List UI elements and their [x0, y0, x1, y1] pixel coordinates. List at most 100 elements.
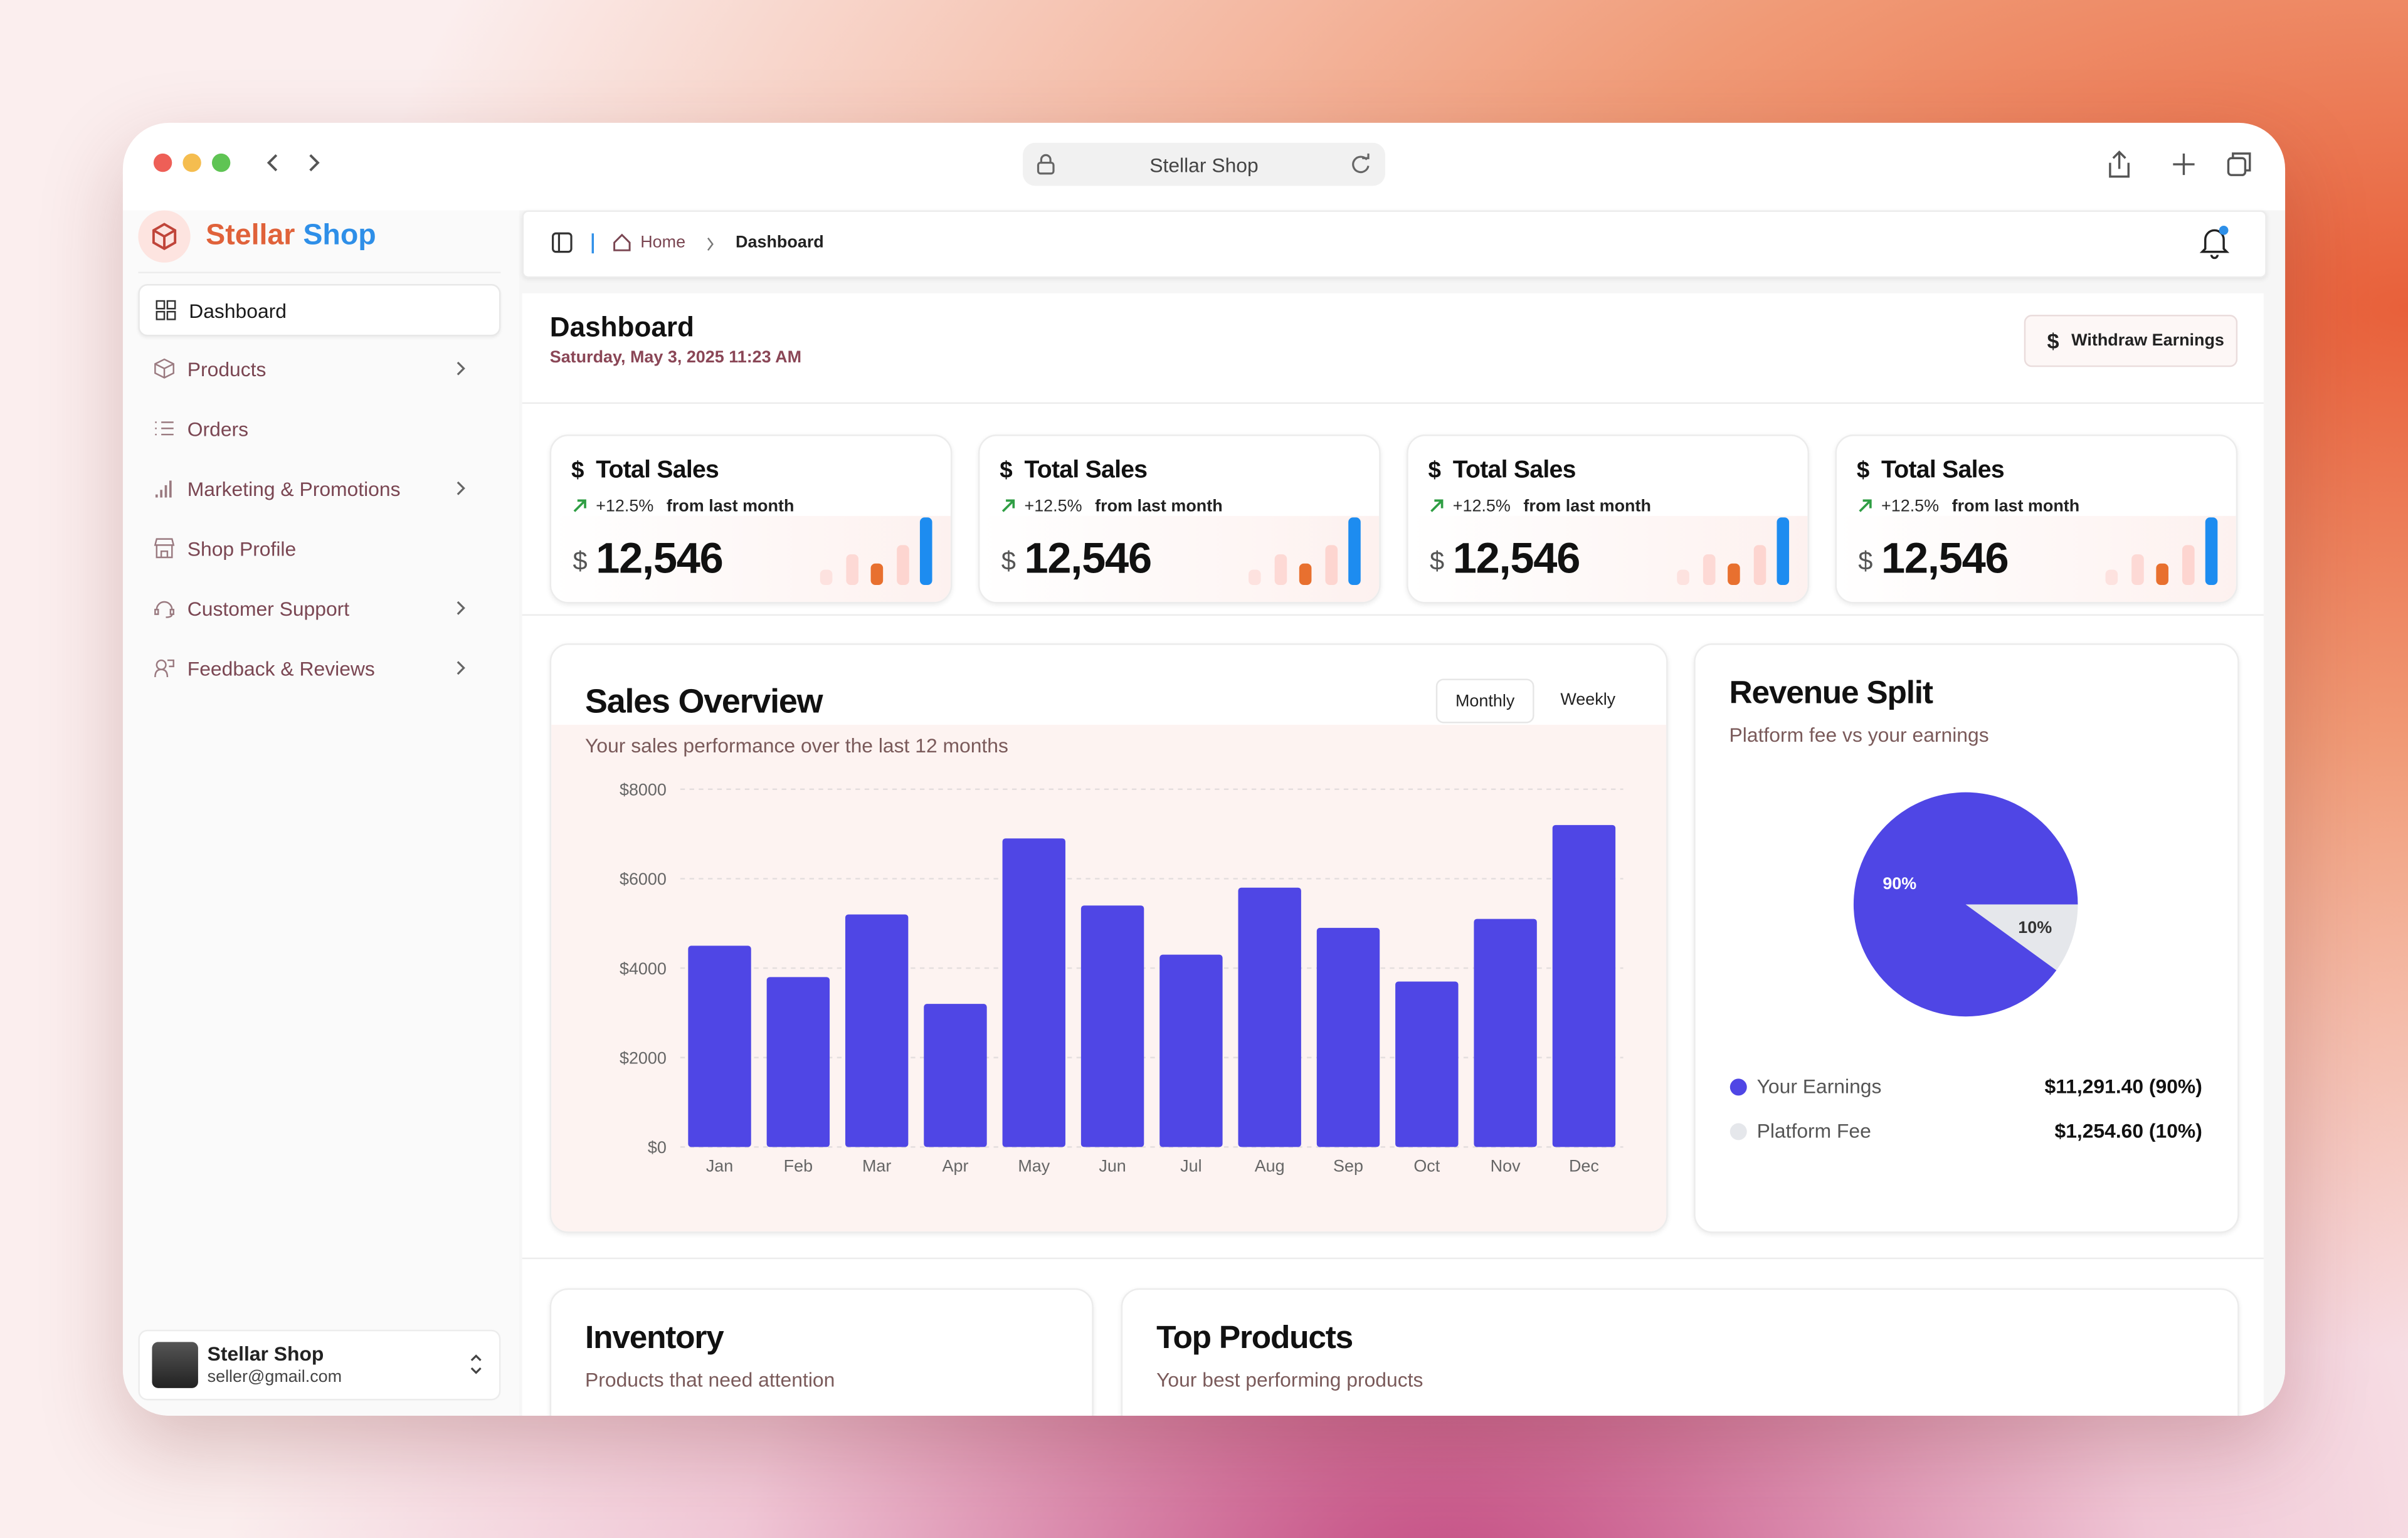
nav-item[interactable]: Marketing & Promotions: [138, 464, 497, 513]
chart-subtitle: Your sales performance over the last 12 …: [585, 734, 1008, 757]
value-bg: [980, 515, 1380, 603]
chart-title: Sales Overview: [585, 682, 823, 720]
bar: [924, 1004, 987, 1147]
sparkbar: [1677, 569, 1689, 586]
sparkbar: [1325, 545, 1338, 586]
sparkbar: [1728, 563, 1740, 586]
nav-item[interactable]: Feedback & Reviews: [138, 643, 497, 692]
bar: [1238, 887, 1301, 1147]
stat-change: +12.5%: [1881, 497, 1940, 516]
toggle-monthly[interactable]: Monthly: [1435, 678, 1534, 724]
legend-amount: $1,254.60 (10%): [2054, 1120, 2202, 1142]
nav-label: Dashboard: [189, 298, 287, 322]
stat-change: +12.5%: [1452, 497, 1511, 516]
nav-item[interactable]: Customer Support: [138, 584, 497, 633]
y-tick-label: $8000: [620, 781, 667, 799]
stat-title: Total Sales: [1452, 457, 1576, 484]
chart-title: Revenue Split: [1729, 675, 1933, 711]
value-bg: [1408, 515, 1808, 603]
nav-item[interactable]: Shop Profile: [138, 524, 497, 572]
x-tick-label: Aug: [1255, 1157, 1285, 1176]
x-tick-label: Sep: [1333, 1157, 1363, 1176]
bar: [766, 977, 830, 1147]
sparkbar: [1348, 517, 1361, 586]
stat-icon: $: [571, 457, 584, 484]
stat-card: $ Total Sales +12.5% from last month $12,546: [1407, 435, 1809, 604]
x-tick-label: Mar: [862, 1157, 891, 1176]
card-title: Inventory: [585, 1320, 724, 1356]
sales-card: Sales Overview Your sales performance ov…: [549, 643, 1668, 1233]
stat-value: 12,546: [1881, 534, 2009, 582]
slice-label: 90%: [1883, 874, 1916, 893]
main: Home Dashboard Dashboard Saturday, May 3…: [519, 210, 2286, 1416]
address-bar[interactable]: Stellar Shop: [1023, 142, 1385, 186]
x-tick-label: Apr: [943, 1157, 969, 1176]
stat-currency: $: [1858, 546, 1873, 576]
inventory-card: Inventory Products that need attention: [549, 1288, 1094, 1416]
nav-label: Products: [187, 357, 267, 381]
nav-item[interactable]: Orders: [138, 404, 497, 453]
sparkbar: [1299, 563, 1312, 586]
history-nav[interactable]: [261, 150, 337, 175]
value-bg: [1836, 515, 2236, 603]
content: Dashboard Saturday, May 3, 2025 11:23 AM…: [522, 293, 2264, 1416]
stat-note: from last month: [1951, 497, 2080, 516]
brand-name: Stellar Shop: [206, 219, 376, 253]
x-tick-label: May: [1018, 1157, 1050, 1176]
legend-amount: $11,291.40 (90%): [2045, 1075, 2202, 1098]
nav-label: Feedback & Reviews: [187, 656, 375, 680]
legend-swatch: [1729, 1123, 1747, 1140]
brand-second: Shop: [303, 219, 376, 252]
reload-icon[interactable]: [1348, 152, 1373, 176]
sparkbar: [1753, 545, 1766, 586]
nav-label: Marketing & Promotions: [187, 477, 401, 500]
pie-chart: 90% Your Earnings $11,291.40 (90%) 10% Platf…: [1729, 792, 2202, 1142]
bar: [688, 945, 751, 1147]
browser-actions[interactable]: [2101, 147, 2254, 181]
bar: [1080, 905, 1144, 1147]
divider: [522, 1257, 2264, 1260]
avatar: [152, 1342, 198, 1388]
notification-bell[interactable]: [2197, 224, 2231, 261]
stat-card: $ Total Sales +12.5% from last month $12,546: [978, 435, 1381, 604]
stat-currency: $: [1430, 546, 1445, 576]
divider: [522, 614, 2264, 616]
x-tick-label: Jun: [1099, 1157, 1126, 1176]
breadcrumb-sep: [707, 237, 714, 251]
nav-item[interactable]: Products: [138, 344, 497, 393]
stat-currency: $: [573, 546, 588, 576]
sparkbars: [820, 517, 932, 586]
breadcrumb-home[interactable]: Home: [640, 233, 686, 252]
minimize-button[interactable]: [182, 153, 201, 172]
revenue-card: Revenue Split Platform fee vs your earni…: [1694, 643, 2239, 1233]
stat-change: +12.5%: [1024, 497, 1082, 516]
stat-title: Total Sales: [1024, 457, 1148, 484]
withdraw-button[interactable]: $ Withdraw Earnings: [2024, 315, 2238, 367]
user-card[interactable]: Stellar Shop seller@gmail.com: [138, 1329, 501, 1401]
sidebar-toggle[interactable]: [551, 232, 603, 256]
stat-icon: $: [1856, 457, 1870, 484]
stat-note: from last month: [1095, 497, 1223, 516]
zoom-button[interactable]: [211, 153, 231, 172]
nav-label: Customer Support: [187, 596, 350, 620]
stat-note: from last month: [1523, 497, 1651, 516]
close-button[interactable]: [153, 153, 172, 172]
toggle-weekly[interactable]: Weekly: [1560, 690, 1616, 709]
stat-note: from last month: [666, 497, 795, 516]
page-title: Dashboard: [549, 312, 695, 343]
pie-slice: [1965, 904, 2078, 971]
stat-card: $ Total Sales +12.5% from last month $12,546: [549, 435, 953, 604]
stat-currency: $: [1001, 546, 1016, 576]
sparkbar: [820, 569, 833, 586]
stat-change: +12.5%: [596, 497, 654, 516]
sparkbar: [2156, 563, 2168, 586]
stat-title: Total Sales: [596, 457, 719, 484]
stat-value: 12,546: [1024, 534, 1152, 582]
bar: [845, 914, 909, 1147]
sparkbar: [2131, 554, 2144, 586]
sparkbars: [1249, 517, 1361, 586]
home-icon: [613, 233, 631, 251]
nav-item[interactable]: Dashboard: [138, 284, 501, 337]
user-menu-icon: [470, 1354, 482, 1374]
sparkbars: [2105, 517, 2218, 586]
